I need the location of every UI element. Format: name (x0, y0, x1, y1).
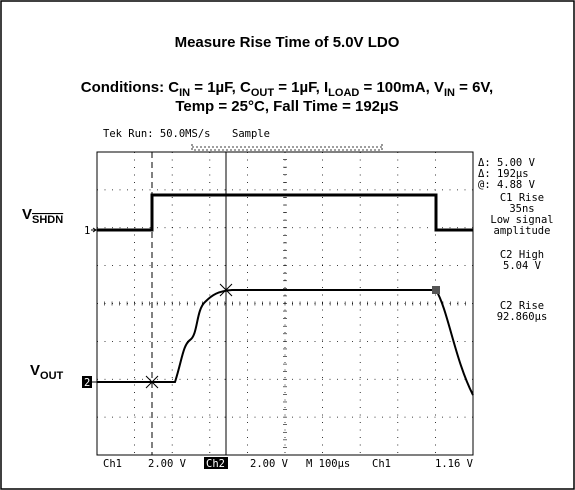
subscript: OUT (251, 87, 275, 99)
text-run: = 100mA, V (359, 79, 444, 96)
ch2-highlight (204, 457, 228, 469)
title: Measure Rise Time of 5.0V LDO (175, 34, 400, 51)
status-item: Ch1 (103, 458, 122, 470)
ch1-marker: 1 (84, 225, 90, 237)
ch2-marker: 2 (84, 377, 90, 389)
status-item: 1.16 V (435, 458, 474, 470)
text-run: = 6V, (455, 79, 493, 96)
vout-label: VOUT (30, 362, 64, 382)
readout: 5.04 V (503, 260, 542, 272)
readout: 35ns (509, 203, 534, 215)
readout: C2 High (500, 249, 544, 261)
readout: C1 Rise (500, 192, 544, 204)
text-run: V (30, 362, 40, 379)
text-run: V (22, 206, 32, 223)
readout: amplitude (494, 225, 551, 237)
readout: Low signal (490, 214, 553, 226)
graticule (96, 151, 474, 456)
conditions-line: Conditions: CIN = 1µF, COUT = 1µF, ILOAD… (81, 79, 493, 99)
readout: Δ: 5.00 V (478, 157, 536, 169)
conditions-line: Temp = 25°C, Fall Time = 192µS (175, 98, 398, 115)
screen-border (96, 151, 474, 456)
subscript: OUT (40, 370, 64, 382)
status-item: M 100µs (306, 458, 350, 470)
text-run: Temp = 25°C, Fall Time = 192µS (175, 98, 398, 115)
readout: @: 4.88 V (478, 179, 536, 191)
readouts: Δ: 5.00 VΔ: 192µs@: 4.88 VC1 Rise35nsLow… (478, 157, 554, 323)
status-item: Ch2 (206, 458, 225, 470)
record-bracket (191, 144, 383, 151)
status-bar: Ch1 2.00 V Ch2 2.00 V M 100µs Ch1 1.16 V (103, 457, 474, 470)
subscript: SHDN (32, 214, 63, 226)
text-run: = 1µF, I (274, 79, 328, 96)
ch2-marker-bg (82, 376, 92, 388)
scope-mode: Sample (232, 128, 270, 140)
readout: Δ: 192µs (478, 168, 529, 180)
subscript: IN (444, 87, 455, 99)
status-item: Ch1 (372, 458, 391, 470)
text-run: Conditions: C (81, 79, 179, 96)
vshdn-label: VSHDN (22, 206, 63, 226)
status-item: 2.00 V (148, 458, 187, 470)
cursor-cross (145, 283, 233, 389)
ch2-trace (97, 289, 474, 396)
scope-run: Tek Run: 50.0MS/s (103, 128, 210, 140)
cursor-box (432, 286, 440, 294)
text-run: = 1µF, C (190, 79, 251, 96)
status-item: 2.00 V (250, 458, 289, 470)
readout: 92.860µs (497, 311, 548, 323)
subscript: IN (179, 87, 190, 99)
readout: C2 Rise (500, 300, 544, 312)
ch1-arrow (91, 227, 97, 233)
ch1-trace (97, 193, 473, 232)
subscript: LOAD (328, 87, 359, 99)
